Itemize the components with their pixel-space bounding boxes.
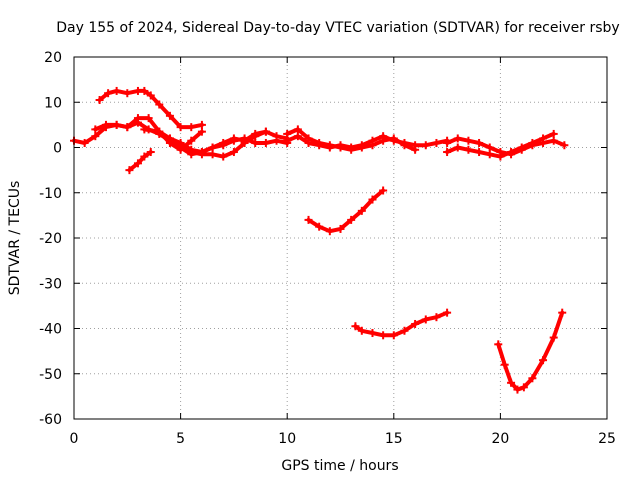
y-tick-label: -50 [39,367,62,383]
y-tick-label: 0 [53,141,62,157]
y-tick-label: -30 [39,276,62,292]
x-axis-label: GPS time / hours [281,458,398,474]
series-line-arc-4 [127,150,153,173]
chart-title: Day 155 of 2024, Sidereal Day-to-day VTE… [56,20,619,36]
y-axis-label: SDTVAR / TECUs [7,181,23,296]
series-line-arc-10 [353,310,450,338]
series-markers-arc-4 [125,148,155,175]
series-line-arc-7 [285,134,450,150]
x-tick-label: 25 [598,431,616,447]
plot-frame [73,56,608,420]
x-tick-label: 20 [491,431,509,447]
tick-labels: 0 5 10 15 20 25 -60 -50 -40 -30 -20 -10 0 10 20 [39,50,616,447]
x-tick-label: 0 [70,431,79,447]
y-tick-label: -60 [39,412,62,428]
series-layer [70,86,569,394]
y-tick-label: -20 [39,231,62,247]
series-markers-arc-8 [283,125,420,154]
series-markers-arc-12 [443,129,558,161]
series-markers-arc-3 [95,86,206,132]
y-tick-label: 20 [44,50,62,66]
y-tick-label: -10 [39,186,62,202]
y-tick-label: -40 [39,322,62,338]
y-tick-label: 10 [44,95,62,111]
series-markers-arc-10 [351,308,452,340]
series-markers-arc-6 [165,134,292,157]
x-tick-label: 10 [278,431,296,447]
x-tick-label: 15 [385,431,403,447]
series-markers-arc-9 [304,186,388,236]
series-markers-arc-13 [494,308,567,394]
grid [73,56,608,420]
series-line-arc-5 [142,127,268,159]
x-tick-label: 5 [176,431,185,447]
